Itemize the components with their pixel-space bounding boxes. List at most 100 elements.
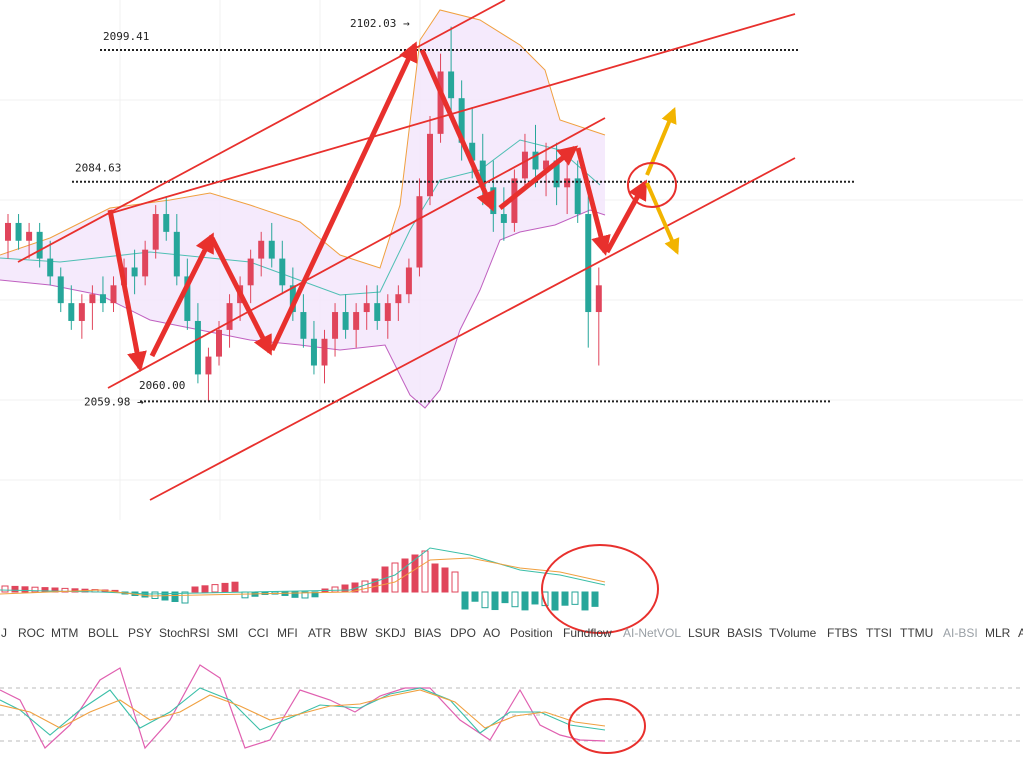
tab-ttsi[interactable]: TTSI — [866, 626, 892, 640]
candle-body-44 — [469, 142, 476, 161]
macd-bar-33 — [331, 586, 339, 593]
upper-band — [0, 9, 606, 269]
macd-bar-51 — [511, 591, 519, 608]
lower-band — [0, 209, 606, 409]
tab-psy[interactable]: PSY — [128, 626, 153, 640]
candle-body-26 — [279, 258, 286, 286]
tab-mlr[interactable]: MLR — [985, 626, 1011, 640]
band-fill — [0, 10, 605, 408]
tab-skdj[interactable]: SKDJ — [375, 626, 406, 640]
highlight-circle-macd — [541, 544, 659, 634]
macd-bar-41 — [411, 554, 419, 593]
tab-lsur[interactable]: LSUR — [688, 626, 721, 640]
level-label-2: 2084.63 — [75, 162, 121, 175]
candle-body-9 — [99, 294, 106, 304]
macd-bar-6 — [61, 587, 69, 593]
candle-body-34 — [363, 303, 370, 313]
candle-body-20 — [216, 329, 222, 357]
candle-body-24 — [258, 240, 265, 259]
tab-bbw[interactable]: BBW — [340, 626, 368, 640]
macd-bar-46 — [461, 591, 469, 610]
macd-bar-49 — [491, 591, 499, 611]
macd-bar-58 — [581, 591, 589, 611]
candle-body-29 — [310, 338, 317, 366]
candle-body-48 — [511, 178, 518, 223]
macd-line — [0, 547, 606, 595]
candle-body-16 — [173, 231, 180, 277]
candle-body-32 — [342, 312, 349, 330]
tab-ftbs[interactable]: FTBS — [827, 626, 858, 640]
macd-panel — [0, 544, 659, 634]
macd-bar-39 — [391, 562, 399, 593]
red-arrow-2 — [209, 236, 273, 356]
tab-tvolume[interactable]: TVolume — [769, 626, 817, 640]
macd-bar-55 — [551, 591, 559, 611]
red-arrow-7 — [604, 179, 648, 254]
tab-a[interactable]: A — [1018, 626, 1023, 640]
macd-bar-52 — [521, 591, 529, 611]
macd-bar-15 — [151, 591, 159, 599]
indicator-tabs: J ROC MTM BOLL PSY StochRSI SMI CCI MFI ATR BBW SKD… — [0, 624, 1023, 644]
tab-basis[interactable]: BASIS — [727, 626, 763, 640]
macd-bar-50 — [501, 591, 509, 604]
candle-body-8 — [89, 294, 96, 304]
highlight-circle-osc — [568, 698, 646, 754]
tab-roc[interactable]: ROC — [18, 626, 45, 640]
candle-body-52 — [553, 160, 560, 188]
candle-body-42 — [448, 71, 455, 99]
annotations — [107, 41, 680, 372]
candle-body-5 — [57, 276, 64, 304]
candle-body-2 — [26, 231, 33, 241]
macd-bar-23 — [231, 581, 239, 593]
macd-bar-48 — [481, 591, 489, 609]
macd-bar-31 — [311, 591, 319, 598]
macd-bar-47 — [471, 591, 479, 602]
tab-boll[interactable]: BOLL — [88, 626, 119, 640]
level-label-4: 2059.98 → — [84, 395, 144, 408]
channel-line-0 — [17, 0, 506, 263]
macd-bar-2 — [21, 586, 29, 593]
candle-body-12 — [131, 267, 138, 277]
tab-position[interactable]: Position — [510, 626, 553, 640]
macd-bar-57 — [571, 591, 579, 605]
candle-body-10 — [110, 285, 117, 304]
macd-bar-42 — [421, 550, 429, 593]
macd-bar-14 — [141, 591, 149, 598]
candle-body-3 — [36, 231, 43, 259]
macd-bar-19 — [191, 586, 199, 593]
tab-ai-netvol[interactable]: AI-NetVOL — [623, 626, 682, 640]
candle-body-23 — [247, 258, 254, 286]
macd-bar-21 — [211, 584, 219, 593]
macd-bar-29 — [291, 591, 299, 598]
osc-line-fast — [0, 664, 606, 750]
tab-ai-bsi[interactable]: AI-BSI — [943, 626, 978, 640]
tab-j[interactable]: J — [1, 626, 7, 640]
macd-bar-43 — [431, 563, 439, 593]
tab-ao[interactable]: AO — [483, 626, 501, 640]
tab-smi[interactable]: SMI — [217, 626, 239, 640]
tab-mfi[interactable]: MFI — [277, 626, 298, 640]
tab-mtm[interactable]: MTM — [51, 626, 79, 640]
macd-bar-53 — [531, 591, 539, 605]
candle-body-6 — [68, 303, 75, 321]
tab-ttmu[interactable]: TTMU — [900, 626, 934, 640]
tab-atr[interactable]: ATR — [308, 626, 332, 640]
candle-body-41 — [437, 71, 444, 134]
red-arrow-1 — [149, 232, 215, 358]
candle-body-39 — [416, 196, 423, 268]
tab-stochrsi[interactable]: StochRSI — [159, 626, 210, 640]
macd-bar-30 — [301, 591, 309, 599]
osc-line-mid — [0, 687, 606, 736]
level-label-0: 2102.03 → — [350, 17, 410, 30]
highlight-circle-main — [627, 162, 677, 208]
red-arrow-3 — [269, 41, 418, 352]
candle-body-43 — [458, 98, 465, 143]
red-arrow-5 — [498, 145, 579, 210]
tab-cci[interactable]: CCI — [248, 626, 269, 640]
tab-bias[interactable]: BIAS — [414, 626, 442, 640]
tab-dpo[interactable]: DPO — [450, 626, 477, 640]
price-levels: 2102.03 → 2099.41 2084.63 2060.00 2059.98 → — [72, 17, 855, 408]
candle-body-51 — [543, 160, 550, 170]
tab-fundflow[interactable]: Fundflow — [563, 626, 612, 640]
candle-body-28 — [300, 312, 307, 339]
